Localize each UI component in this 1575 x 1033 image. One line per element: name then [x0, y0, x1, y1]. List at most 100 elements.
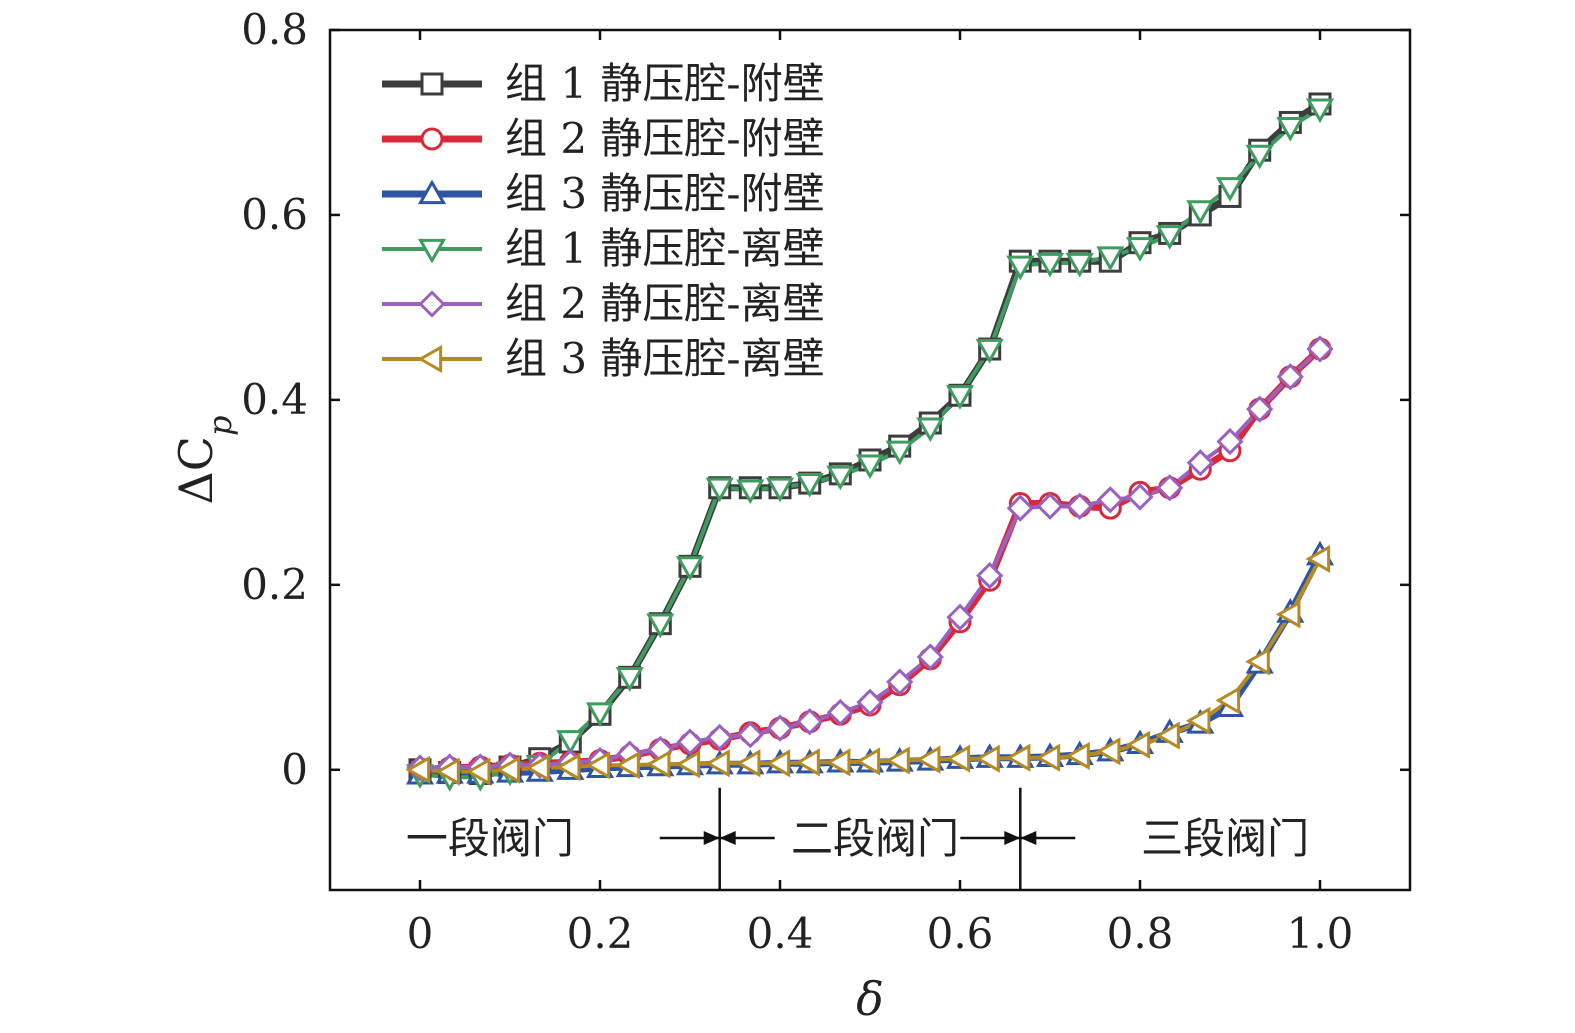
x-tick-label: 0	[407, 909, 434, 958]
data-point	[1186, 200, 1215, 225]
series-line-6	[419, 557, 1322, 774]
data-point	[1155, 225, 1184, 250]
data-point	[1245, 144, 1274, 170]
legend-label: 组 2 静压腔-离壁	[505, 279, 825, 328]
data-point	[1215, 686, 1241, 715]
legend-label: 组 1 静压腔-附壁	[505, 59, 825, 108]
x-tick-label: 0.6	[927, 909, 994, 958]
data-point	[1066, 492, 1094, 520]
data-point	[766, 714, 794, 742]
data-point	[826, 465, 855, 491]
legend-label: 组 3 静压腔-离壁	[505, 334, 825, 383]
data-point	[1126, 483, 1154, 511]
x-tick-label: 0.2	[567, 909, 634, 958]
data-point	[1035, 252, 1065, 278]
data-point	[675, 750, 701, 779]
x-axis-label: δ	[856, 972, 884, 1026]
region-label-3: 三段阀门	[1141, 814, 1309, 863]
legend-marker	[420, 127, 444, 151]
data-point	[1006, 255, 1035, 281]
x-tick-label: 1.0	[1287, 909, 1354, 958]
region-label-2: 二段阀门	[791, 814, 959, 863]
data-point	[646, 613, 675, 639]
data-point	[1216, 427, 1244, 456]
data-point	[856, 688, 884, 716]
data-point	[915, 745, 941, 774]
data-point	[1245, 647, 1270, 676]
data-point	[765, 749, 791, 778]
data-point	[885, 746, 910, 775]
y-tick-label: 0.6	[241, 190, 308, 239]
y-tick-label: 0.2	[241, 560, 308, 609]
data-point	[556, 730, 585, 755]
axis-layer: 0 0.2 0.4 0.6 0.8 1.0 0 0.2 0.4 0.6 0.8 δ ΔCp	[169, 5, 1412, 1026]
data-point	[1246, 395, 1274, 423]
data-point	[1125, 237, 1155, 262]
data-point	[855, 747, 881, 776]
region-arrow-1-right	[659, 831, 720, 845]
data-point	[465, 757, 491, 786]
data-point	[916, 643, 944, 671]
data-point	[736, 721, 764, 749]
data-point	[886, 668, 914, 696]
data-point	[855, 454, 885, 480]
data-point	[555, 752, 581, 782]
series-markers-4	[405, 98, 1335, 792]
data-point	[1065, 741, 1090, 770]
data-point	[765, 477, 795, 503]
legend-label: 组 2 静压腔-附壁	[505, 114, 825, 163]
data-point	[675, 556, 705, 581]
legend-marker	[417, 179, 447, 205]
data-point	[736, 479, 765, 505]
series-markers-5	[406, 335, 1334, 782]
data-point	[1275, 600, 1301, 629]
plot-frame	[328, 28, 1412, 892]
data-point	[1035, 743, 1061, 772]
data-point	[975, 338, 1004, 364]
legend-marker	[417, 238, 447, 264]
series-line-3	[419, 553, 1324, 778]
data-point	[1096, 246, 1125, 272]
legend-item-6: 组 3 静压腔-离壁	[382, 334, 825, 383]
data-point	[795, 748, 820, 777]
legend-item-5: 组 2 静压腔-离壁	[382, 279, 825, 328]
data-point	[405, 755, 431, 784]
data-point	[1185, 706, 1211, 735]
data-point	[1155, 721, 1180, 750]
data-point	[1156, 474, 1184, 502]
data-point	[1006, 494, 1034, 522]
y-tick-label: 0.8	[241, 5, 308, 54]
data-point	[1065, 252, 1094, 278]
data-point	[645, 750, 671, 779]
data-point	[975, 744, 1000, 773]
series-markers-6	[405, 544, 1331, 786]
region-arrow-3-left	[1020, 831, 1076, 845]
data-point	[946, 603, 974, 631]
legend-item-4: 组 1 静压腔-离壁	[382, 224, 825, 273]
data-point	[1276, 363, 1304, 391]
data-point	[735, 749, 761, 778]
data-point	[1305, 544, 1331, 574]
data-point	[615, 751, 640, 780]
marker-layer	[405, 92, 1335, 792]
data-point	[1215, 177, 1245, 202]
data-point	[1125, 730, 1151, 759]
data-point	[1095, 737, 1121, 766]
legend-item-2: 组 2 静压腔-附壁	[382, 114, 825, 163]
data-point	[1186, 449, 1214, 477]
data-point	[585, 751, 611, 780]
legend-label: 组 3 静压腔-附壁	[505, 169, 825, 218]
data-point	[705, 477, 734, 503]
data-point	[615, 667, 644, 692]
data-point	[795, 472, 824, 498]
region-arrow-2-right	[960, 831, 1021, 845]
data-point	[525, 753, 550, 783]
data-point	[435, 757, 460, 786]
data-point	[706, 723, 734, 752]
data-point	[945, 385, 975, 410]
y-axis-label-subscript: p	[201, 416, 239, 436]
data-point	[826, 698, 854, 727]
region-label-1: 一段阀门	[406, 814, 574, 863]
data-point	[1096, 486, 1124, 514]
